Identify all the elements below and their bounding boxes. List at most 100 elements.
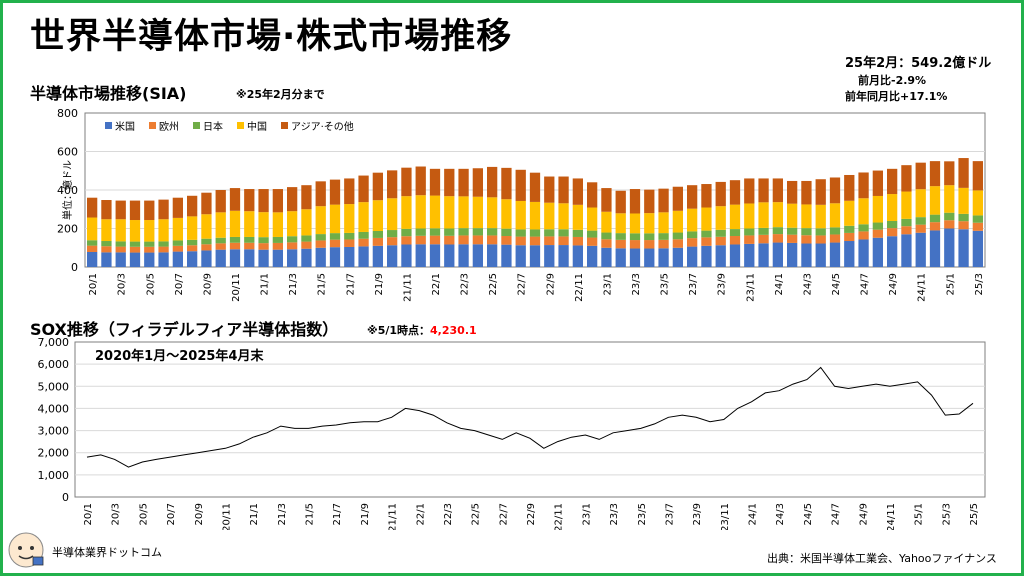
x-tick-label: 20/7 bbox=[174, 273, 185, 295]
bar-segment bbox=[429, 168, 441, 196]
bar-segment bbox=[858, 231, 869, 240]
bar-segment bbox=[658, 233, 669, 240]
bar-segment bbox=[487, 166, 498, 198]
legend-label: アジア·その他 bbox=[291, 120, 354, 133]
x-tick-label: 21/1 bbox=[260, 273, 271, 295]
x-tick-label: 21/9 bbox=[374, 273, 385, 295]
bar-segment bbox=[915, 162, 926, 190]
y-tick-label: 2,000 bbox=[38, 447, 70, 460]
bar-segment bbox=[344, 232, 355, 240]
bar-segment bbox=[587, 237, 598, 246]
bar-segment bbox=[487, 235, 498, 245]
bar-segment bbox=[115, 252, 126, 267]
x-tick-label: 22/9 bbox=[526, 503, 537, 525]
bar-segment bbox=[858, 198, 869, 225]
x-tick-label: 25/3 bbox=[974, 273, 985, 295]
sox-series-line bbox=[86, 366, 974, 468]
bar-segment bbox=[572, 245, 583, 267]
bar-segment bbox=[687, 208, 698, 232]
x-tick-label: 20/11 bbox=[231, 273, 242, 302]
bar-segment bbox=[529, 236, 541, 246]
bar-segment bbox=[501, 167, 512, 200]
bar-segment bbox=[401, 244, 412, 267]
bar-segment bbox=[558, 236, 569, 246]
bar-segment bbox=[729, 236, 741, 245]
bar-segment bbox=[229, 236, 241, 243]
bar-segment bbox=[672, 232, 683, 240]
bar-segment bbox=[972, 190, 983, 216]
site-name: 半導体業界ドットコム bbox=[52, 546, 162, 559]
bar-segment bbox=[787, 234, 798, 243]
bar-segment bbox=[744, 178, 755, 204]
bar-segment bbox=[244, 249, 255, 267]
y-tick-label: 0 bbox=[62, 491, 69, 504]
bar-segment bbox=[229, 249, 241, 267]
y-tick-label: 600 bbox=[57, 146, 78, 159]
bar-segment bbox=[801, 180, 812, 205]
bar-segment bbox=[701, 184, 712, 208]
bar-segment bbox=[415, 235, 426, 245]
bar-segment bbox=[444, 228, 455, 236]
bar-segment bbox=[644, 240, 655, 249]
bar-segment bbox=[501, 199, 512, 229]
x-tick-label: 23/1 bbox=[581, 503, 592, 525]
bar-segment bbox=[415, 244, 426, 267]
bar-segment bbox=[458, 244, 469, 267]
x-tick-label: 23/11 bbox=[720, 503, 731, 530]
x-tick-label: 20/11 bbox=[221, 503, 232, 530]
bar-segment bbox=[372, 200, 383, 232]
bar-segment bbox=[801, 228, 812, 236]
legend-label: 日本 bbox=[203, 120, 223, 133]
bar-segment bbox=[315, 240, 326, 248]
bar-segment bbox=[701, 237, 712, 246]
bar-segment bbox=[844, 200, 855, 226]
bar-segment bbox=[687, 231, 698, 239]
bar-segment bbox=[958, 221, 969, 230]
x-tick-label: 20/1 bbox=[83, 503, 94, 525]
bar-segment bbox=[258, 212, 269, 238]
bar-segment bbox=[929, 214, 941, 223]
bar-segment bbox=[515, 200, 526, 230]
bar-segment bbox=[958, 187, 969, 214]
sia-stacked-bar-chart: 0 200 400 600 800 単位：億ドル 20/1 20/3 20/5 20/7 20/9 2… bbox=[57, 107, 986, 302]
y-tick-label: 7,000 bbox=[38, 336, 70, 349]
x-tick-label: 22/7 bbox=[498, 503, 509, 525]
bar-segment bbox=[601, 247, 612, 267]
bar-segment bbox=[129, 252, 141, 267]
bar-segment bbox=[87, 240, 98, 246]
bar-segment bbox=[844, 232, 855, 242]
bar-segment bbox=[672, 210, 683, 233]
bar-segment bbox=[487, 244, 498, 267]
bar-segment bbox=[744, 203, 755, 229]
bar-segment bbox=[544, 202, 555, 230]
bar-segment bbox=[229, 210, 241, 237]
bar-segment bbox=[815, 204, 826, 229]
bar-segment bbox=[601, 188, 612, 212]
bar-segment bbox=[572, 204, 583, 230]
bar-segment bbox=[358, 246, 369, 267]
bar-segment bbox=[387, 245, 398, 267]
bar-segment bbox=[915, 189, 926, 218]
x-tick-label: 23/7 bbox=[688, 273, 699, 295]
bar-segment bbox=[144, 252, 155, 267]
x-tick-label: 24/5 bbox=[803, 503, 814, 525]
bar-segment bbox=[172, 197, 183, 218]
sox-note-label: ※5/1時点： bbox=[367, 324, 431, 337]
x-tick-label: 24/3 bbox=[775, 503, 786, 525]
bar-segment bbox=[358, 175, 369, 203]
bar-segment bbox=[358, 238, 369, 247]
bar-segment bbox=[944, 185, 955, 213]
bar-segment bbox=[544, 245, 555, 267]
bar-segment bbox=[915, 232, 926, 267]
bar-segment bbox=[901, 226, 912, 235]
bar-segment bbox=[601, 239, 612, 248]
legend-label: 欧州 bbox=[159, 121, 179, 133]
sox-period-annotation: 2020年1月～2025年4月末 bbox=[95, 348, 264, 364]
x-tick-label: 22/11 bbox=[554, 503, 565, 530]
bar-segment bbox=[887, 168, 898, 195]
bar-segment bbox=[158, 252, 169, 267]
bar-segment bbox=[215, 212, 226, 238]
x-tick-label: 23/5 bbox=[637, 503, 648, 525]
bar-segment bbox=[144, 220, 155, 242]
bar-segment bbox=[115, 219, 126, 242]
